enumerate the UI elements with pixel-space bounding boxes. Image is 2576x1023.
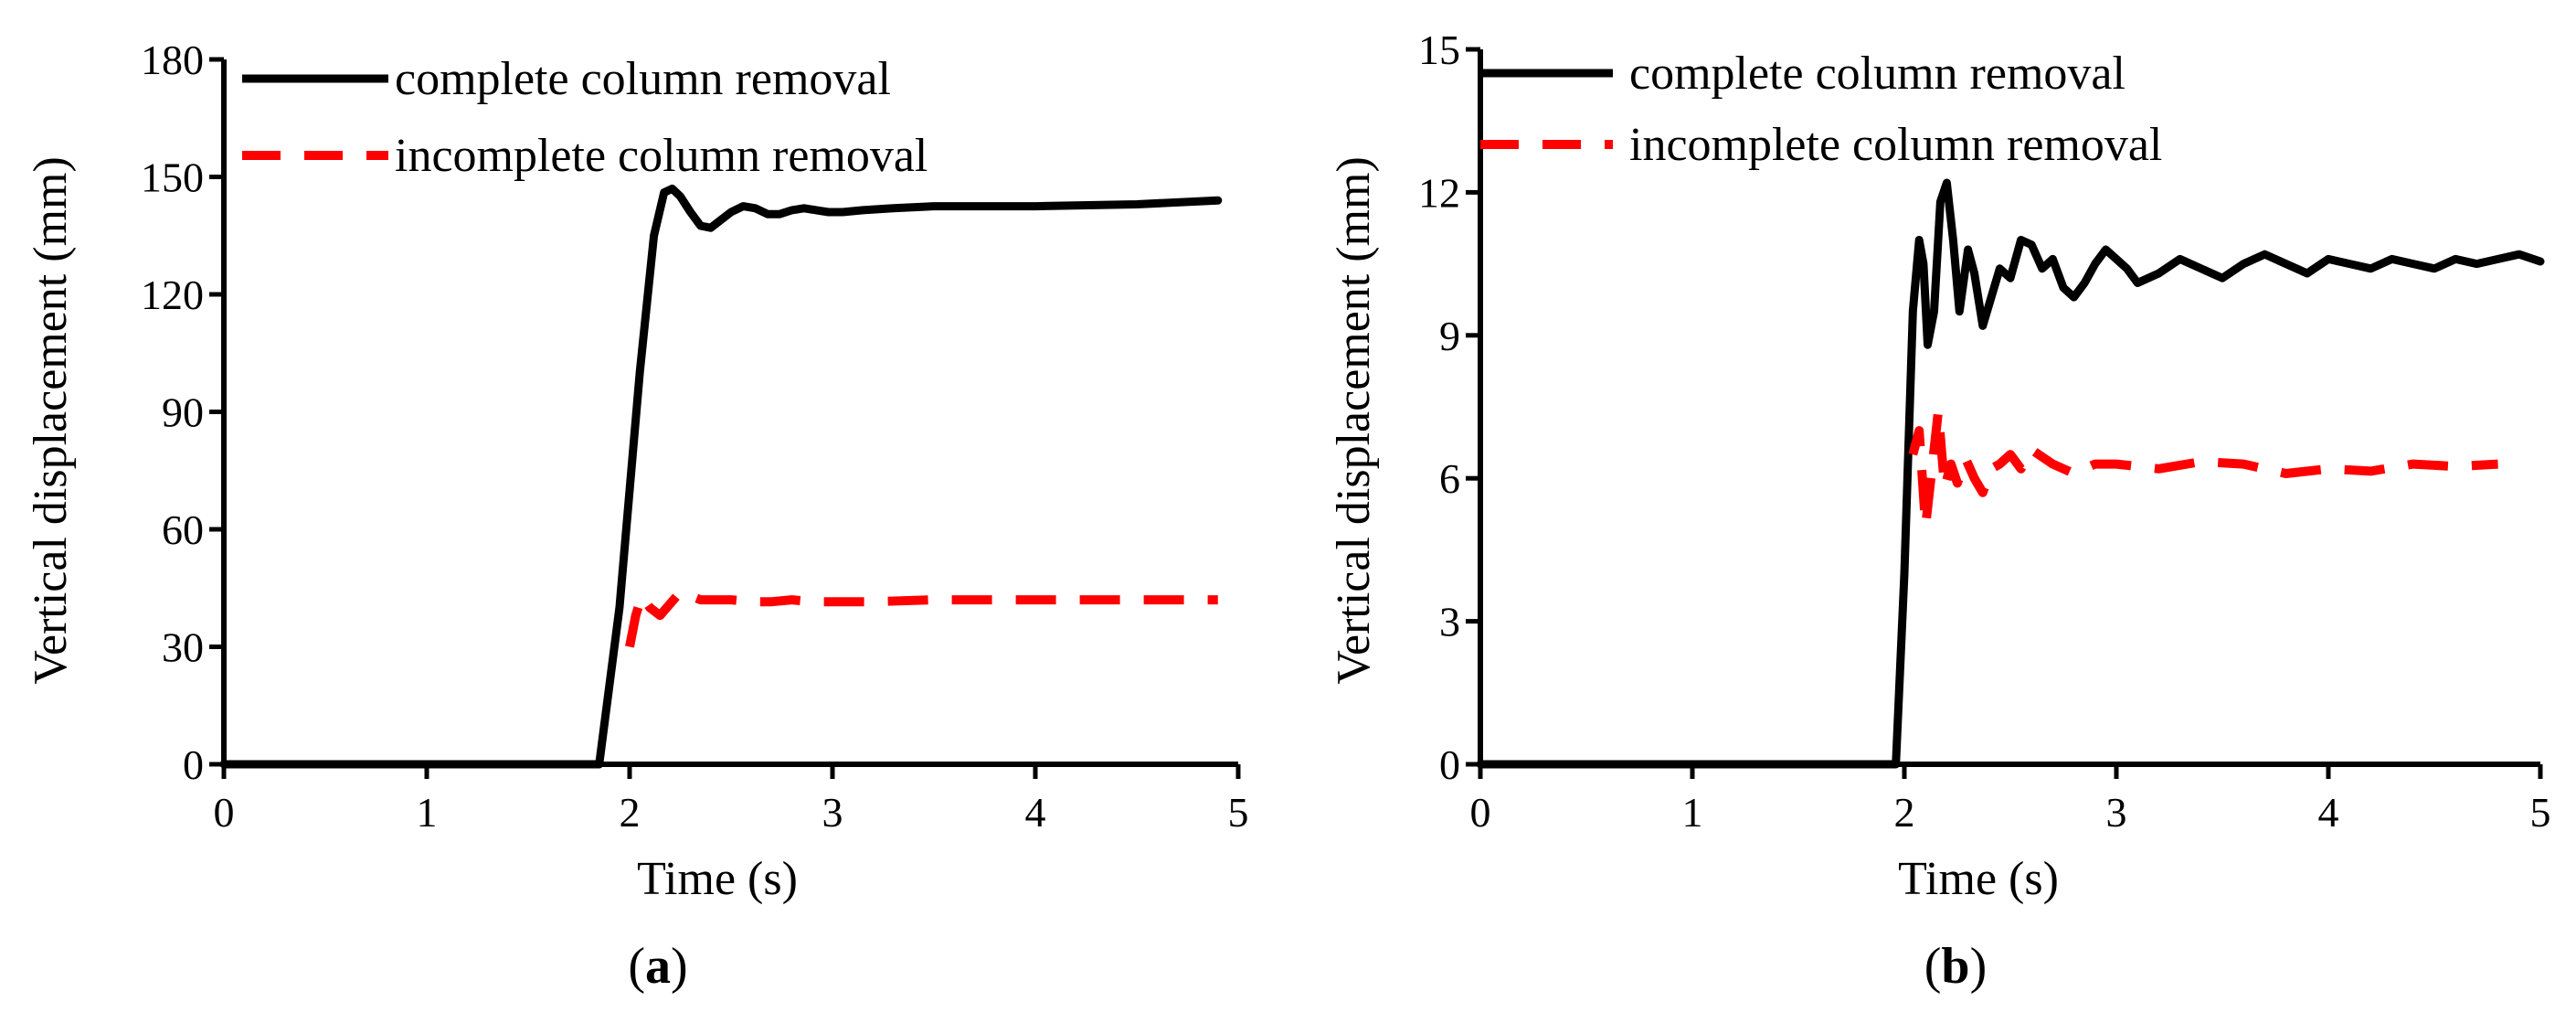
panel-a-y-tick-label: 180 — [141, 37, 204, 83]
panel-a-y-axis-label: Vertical displacement (mm) — [25, 156, 77, 685]
panel-b-legend-label-incomplete: incomplete column removal — [1629, 119, 2162, 171]
panel-b-x-tick-label: 1 — [1682, 789, 1703, 836]
panel-a-caption: (a) — [628, 938, 687, 995]
panel-a-x-tick-label: 4 — [1025, 789, 1046, 836]
panel-a-x-tick-label: 1 — [417, 789, 438, 836]
panel-b-y-tick-label: 12 — [1418, 169, 1460, 216]
panel-a-series-incomplete-line — [625, 587, 1218, 648]
panel-a-legend: complete column removal incomplete colum… — [242, 53, 928, 182]
panel-b-legend: complete column removal incomplete colum… — [1480, 48, 2162, 171]
panel-a-x-tick-label: 0 — [214, 789, 235, 836]
panel-b-x-tick-label: 0 — [1470, 789, 1491, 836]
panel-a-y-tick-label: 0 — [183, 741, 204, 788]
panel-b-x-tick-label: 4 — [2318, 789, 2339, 836]
panel-b-y-tick-label: 15 — [1418, 27, 1460, 73]
panel-a: 0 1 2 3 4 5 0 30 60 90 120 150 180 Time (s) Vertical… — [25, 37, 1249, 995]
panel-b-plot-area — [1476, 49, 2545, 769]
panel-a-legend-label-complete: complete column removal — [395, 53, 891, 105]
panel-a-x-tick-label: 3 — [822, 789, 843, 836]
panel-a-x-tick-label: 5 — [1228, 789, 1249, 836]
panel-b-y-tick-label: 3 — [1439, 599, 1460, 645]
panel-a-x-tick-label: 2 — [620, 789, 641, 836]
panel-b-y-axis-label: Vertical displacement (mm) — [1328, 156, 1380, 685]
panel-b-y-tick-label: 6 — [1439, 455, 1460, 502]
panel-a-y-tick-label: 60 — [162, 506, 204, 553]
panel-b-series-incomplete-line — [1908, 407, 2498, 531]
panel-b-series-complete-line — [1476, 178, 2545, 769]
panel-b-y-tick-label: 9 — [1439, 313, 1460, 359]
panel-a-y-tick-label: 120 — [141, 272, 204, 318]
panel-b-caption: (b) — [1924, 938, 1987, 995]
panel-b-legend-label-complete: complete column removal — [1629, 48, 2125, 100]
panel-b-caption-letter: b — [1941, 938, 1969, 995]
panel-a-legend-label-incomplete: incomplete column removal — [395, 130, 928, 182]
panel-a-ticks: 0 1 2 3 4 5 0 30 60 90 120 150 180 — [141, 37, 1249, 836]
panel-a-caption-letter: a — [645, 938, 671, 995]
panel-a-x-axis-label: Time (s) — [637, 853, 798, 905]
panel-a-series-complete-line — [219, 184, 1223, 769]
panel-b-x-tick-label: 5 — [2530, 789, 2551, 836]
panel-b-x-tick-label: 2 — [1894, 789, 1915, 836]
panel-b-x-axis-label: Time (s) — [1898, 853, 2059, 905]
panel-a-y-tick-label: 90 — [162, 389, 204, 436]
panel-b-y-tick-label: 0 — [1439, 741, 1460, 788]
panel-a-y-tick-label: 30 — [162, 624, 204, 671]
panel-a-y-tick-label: 150 — [141, 155, 204, 201]
panel-b-x-tick-label: 3 — [2106, 789, 2127, 836]
